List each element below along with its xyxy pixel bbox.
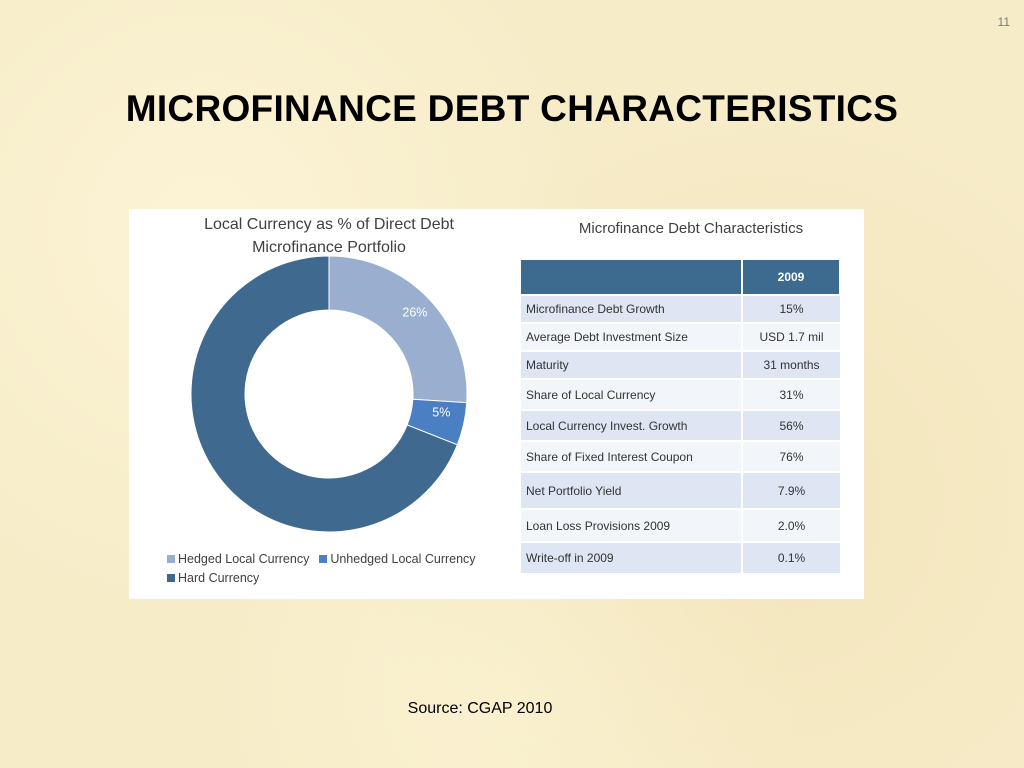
chart-title-line-2: Microfinance Portfolio xyxy=(252,239,406,256)
table-cell-label: Write-off in 2009 xyxy=(521,541,743,573)
legend-item-hard: Hard Currency xyxy=(167,571,259,585)
table-row: Local Currency Invest. Growth 56% xyxy=(521,409,840,441)
table-cell-value: 76% xyxy=(742,440,840,472)
table-row: Loan Loss Provisions 2009 2.0% xyxy=(521,508,840,542)
legend-item-hedged: Hedged Local Currency xyxy=(167,552,309,566)
legend-row: Hedged Local Currency Unhedged Local Cur… xyxy=(167,549,486,568)
slide-title: MICROFINANCE DEBT CHARACTERISTICS xyxy=(125,88,899,129)
donut-slice xyxy=(328,255,468,404)
legend-label: Unhedged Local Currency xyxy=(330,551,476,566)
debt-characteristics-table: 2009 Microfinance Debt Growth 15% Average … xyxy=(521,260,841,573)
legend-swatch xyxy=(319,554,328,563)
table-cell-value: 31% xyxy=(742,378,840,410)
source-note: Source: CGAP 2010 xyxy=(407,700,553,717)
table-row: Share of Local Currency 31% xyxy=(521,378,840,410)
donut-slice-label: 26% xyxy=(402,305,427,319)
table-title: Microfinance Debt Characteristics xyxy=(578,220,804,237)
donut-slice xyxy=(190,255,458,533)
table-cell-label: Net Portfolio Yield xyxy=(521,471,743,509)
donut-chart: 26% 5% 69% xyxy=(153,255,468,533)
legend-row: Hard Currency xyxy=(167,568,486,587)
table-cell-value: USD 1.7 mil xyxy=(742,322,840,351)
table-cell-value: 31 months xyxy=(742,350,840,379)
table-row: Microfinance Debt Growth 15% xyxy=(521,294,840,323)
table-header-year: 2009 xyxy=(742,260,841,295)
table-cell-label: Microfinance Debt Growth xyxy=(521,294,743,323)
chart-legend: Hedged Local Currency Unhedged Local Cur… xyxy=(167,549,486,587)
table-header-blank xyxy=(521,260,743,295)
table-header-row: 2009 xyxy=(521,260,841,295)
table-cell-label: Loan Loss Provisions 2009 xyxy=(521,508,743,542)
table-cell-value: 7.9% xyxy=(742,471,840,509)
table-row: Share of Fixed Interest Coupon 76% xyxy=(521,440,840,472)
legend-swatch xyxy=(167,573,175,582)
table-cell-label: Average Debt Investment Size xyxy=(521,322,743,351)
table-cell-value: 2.0% xyxy=(742,508,840,542)
table-cell-label: Maturity xyxy=(521,350,743,379)
table-row: Net Portfolio Yield 7.9% xyxy=(521,471,840,509)
table-cell-label: Share of Local Currency xyxy=(521,378,743,410)
table-row: Average Debt Investment Size USD 1.7 mil xyxy=(521,322,840,351)
donut-slice-label: 69% xyxy=(153,449,178,463)
table-cell-value: 15% xyxy=(742,294,840,323)
legend-label: Hedged Local Currency xyxy=(178,551,310,566)
legend-label: Hard Currency xyxy=(178,570,260,585)
table-row: Maturity 31 months xyxy=(521,350,840,379)
table-cell-value: 56% xyxy=(742,409,840,441)
legend-swatch xyxy=(167,554,175,563)
content-panel: Local Currency as % of Direct Debt Micro… xyxy=(129,209,864,599)
table-cell-label: Share of Fixed Interest Coupon xyxy=(521,440,743,472)
table-cell-label: Local Currency Invest. Growth xyxy=(521,409,743,441)
chart-title-line-1: Local Currency as % of Direct Debt xyxy=(204,216,454,233)
legend-item-unhedged: Unhedged Local Currency xyxy=(319,551,476,566)
chart-title: Local Currency as % of Direct Debt Micro… xyxy=(169,213,489,259)
donut-slice-label: 5% xyxy=(432,406,450,420)
table-row: Write-off in 2009 0.1% xyxy=(521,541,840,573)
table-cell-value: 0.1% xyxy=(742,541,840,573)
page-number: 11 xyxy=(997,15,1010,29)
